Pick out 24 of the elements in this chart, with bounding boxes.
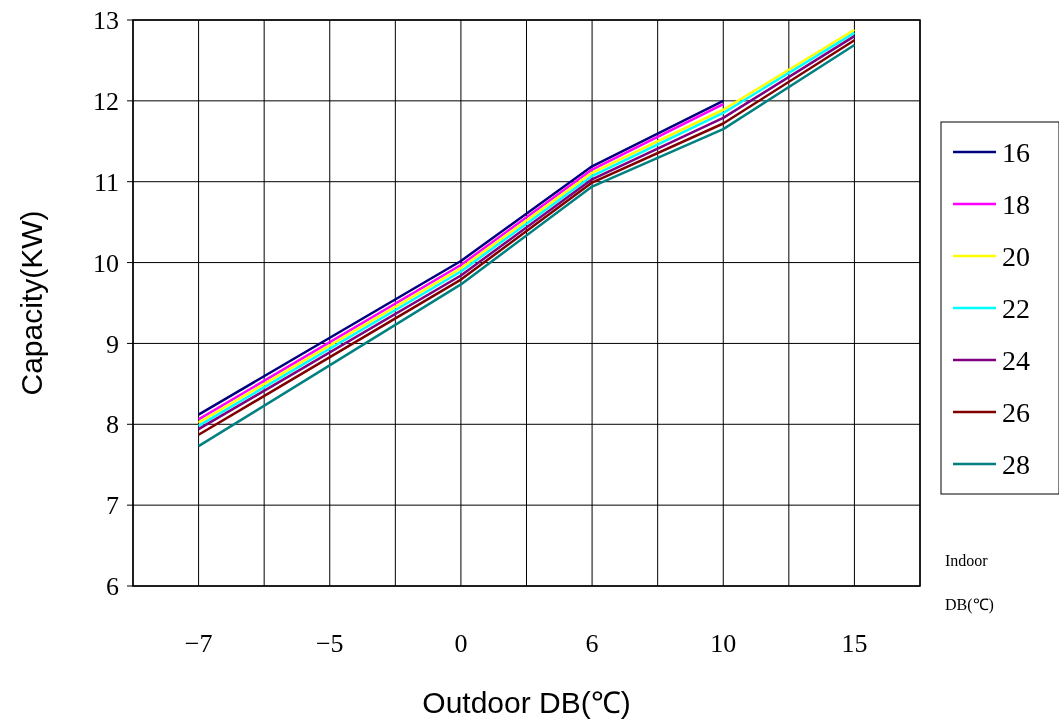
legend-label: 24 bbox=[1002, 344, 1030, 376]
x-tick-label: −5 bbox=[315, 629, 344, 658]
y-axis-title: Capacity(KW) bbox=[15, 210, 48, 396]
y-tick-label: 6 bbox=[106, 572, 119, 602]
legend-label: 16 bbox=[1002, 136, 1030, 168]
legend-label: 18 bbox=[1002, 188, 1030, 220]
x-tick-label: 15 bbox=[841, 629, 868, 658]
y-tick-label: 12 bbox=[93, 86, 119, 116]
y-tick-label: 7 bbox=[106, 491, 119, 521]
x-tick-label: 0 bbox=[454, 629, 468, 658]
x-tick-label: 6 bbox=[585, 629, 599, 658]
x-tick-label: −7 bbox=[184, 629, 213, 658]
legend-label: 22 bbox=[1002, 292, 1030, 324]
y-tick-label: 13 bbox=[93, 6, 119, 36]
y-tick-label: 8 bbox=[106, 410, 119, 440]
legend-label: 26 bbox=[1002, 396, 1030, 428]
text: Indoor DB(℃) bbox=[945, 552, 994, 613]
y-tick-label: 11 bbox=[93, 167, 119, 197]
y-tick-label: 9 bbox=[106, 329, 119, 359]
x-axis-title: Outdoor DB(℃) bbox=[422, 686, 631, 719]
legend-label: 20 bbox=[1002, 240, 1030, 272]
x-tick-label: 10 bbox=[710, 629, 737, 658]
legend-label: 28 bbox=[1002, 448, 1030, 480]
y-tick-label: 10 bbox=[93, 248, 119, 278]
